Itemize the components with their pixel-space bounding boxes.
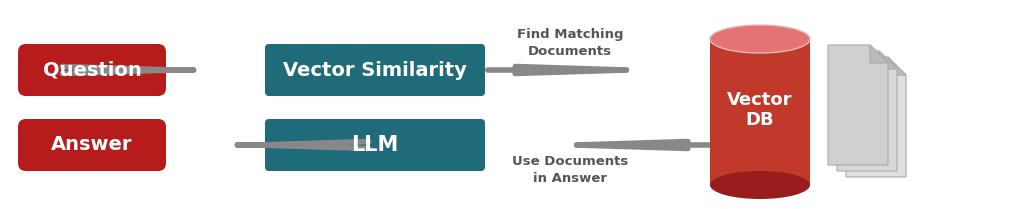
Polygon shape	[846, 57, 906, 177]
Polygon shape	[870, 45, 888, 63]
Polygon shape	[879, 51, 897, 69]
Text: Find Matching
Documents: Find Matching Documents	[517, 28, 624, 58]
Text: Answer: Answer	[51, 135, 133, 154]
Text: Vector Similarity: Vector Similarity	[283, 60, 467, 79]
Text: Vector
DB: Vector DB	[727, 90, 793, 129]
Text: Use Documents
in Answer: Use Documents in Answer	[512, 155, 628, 185]
Ellipse shape	[710, 25, 810, 53]
Polygon shape	[837, 51, 897, 171]
FancyBboxPatch shape	[265, 44, 485, 96]
Text: LLM: LLM	[351, 135, 398, 155]
Text: Question: Question	[43, 60, 141, 79]
FancyBboxPatch shape	[265, 119, 485, 171]
Bar	[710, 39, 810, 185]
Polygon shape	[828, 45, 888, 165]
Polygon shape	[888, 57, 906, 75]
Ellipse shape	[710, 171, 810, 199]
FancyBboxPatch shape	[18, 44, 166, 96]
FancyBboxPatch shape	[18, 119, 166, 171]
